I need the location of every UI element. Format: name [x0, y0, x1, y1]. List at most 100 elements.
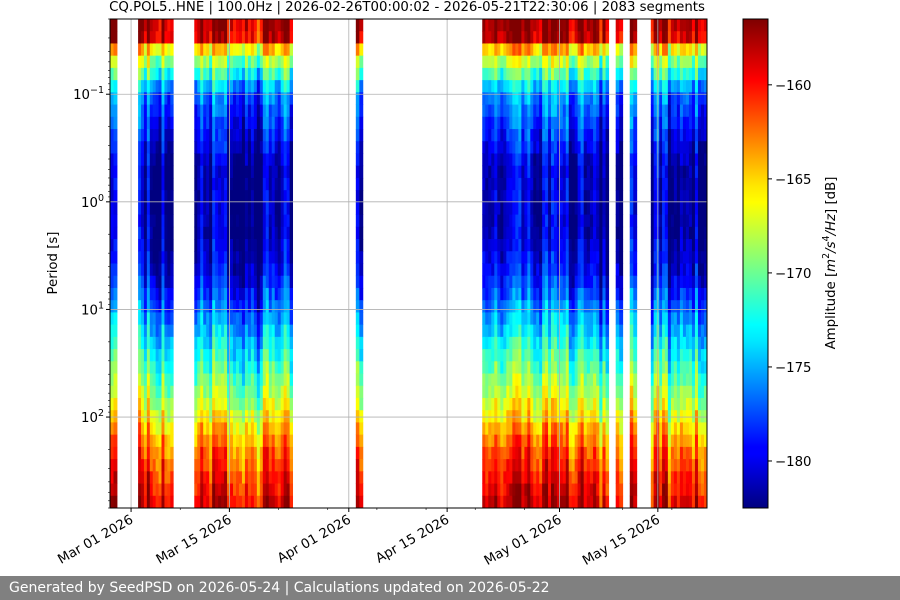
- heatmap-cell: [521, 287, 525, 301]
- heatmap-cell: [571, 67, 576, 81]
- heatmap-cell: [230, 275, 234, 289]
- heatmap-cell: [256, 349, 261, 362]
- heatmap-cell: [233, 446, 237, 460]
- heatmap-cell: [548, 239, 552, 252]
- heatmap-cell: [664, 300, 669, 313]
- heatmap-cell: [536, 422, 540, 436]
- heatmap-cell: [685, 434, 690, 448]
- heatmap-cell: [503, 104, 507, 118]
- heatmap-cell: [241, 67, 246, 81]
- heatmap-cell: [571, 324, 576, 338]
- heatmap-cell: [599, 129, 603, 142]
- heatmap-cell: [500, 385, 504, 399]
- heatmap-cell: [215, 67, 219, 81]
- heatmap-cell: [556, 239, 561, 252]
- heatmap-cell: [256, 31, 261, 44]
- heatmap-cell: [605, 410, 610, 423]
- heatmap-cell: [697, 410, 702, 423]
- heatmap-cell: [593, 349, 597, 362]
- heatmap-cell: [703, 324, 708, 338]
- heatmap-cell: [143, 434, 148, 448]
- heatmap-cell: [629, 349, 634, 362]
- heatmap-cell: [209, 287, 213, 301]
- heatmap-cell: [551, 104, 555, 118]
- heatmap-cell: [615, 129, 620, 142]
- heatmap-cell: [562, 312, 567, 326]
- heatmap-cell: [141, 177, 145, 191]
- heatmap-cell: [509, 202, 513, 215]
- heatmap-cell: [355, 434, 360, 448]
- heatmap-cell: [152, 80, 157, 93]
- heatmap-cell: [244, 43, 249, 57]
- heatmap-cell: [250, 373, 255, 387]
- heatmap-cell: [143, 251, 148, 264]
- heatmap-cell: [167, 177, 171, 191]
- heatmap-cell: [268, 80, 273, 93]
- heatmap-cell: [206, 275, 210, 289]
- heatmap-cell: [259, 165, 264, 179]
- heatmap-cell: [650, 397, 655, 411]
- heatmap-cell: [542, 153, 546, 167]
- heatmap-cell: [703, 190, 708, 203]
- heatmap-cell: [503, 483, 507, 497]
- heatmap-cell: [633, 141, 638, 154]
- heatmap-cell: [503, 226, 507, 240]
- heatmap-cell: [539, 104, 543, 118]
- heatmap-cell: [238, 312, 243, 326]
- heatmap-cell: [524, 373, 528, 387]
- heatmap-cell: [503, 324, 507, 338]
- heatmap-cell: [599, 410, 603, 423]
- heatmap-cell: [497, 92, 501, 105]
- heatmap-cell: [509, 31, 513, 44]
- heatmap-cell: [203, 202, 207, 215]
- heatmap-cell: [491, 141, 495, 154]
- heatmap-cell: [673, 300, 678, 313]
- heatmap-cell: [221, 373, 225, 387]
- heatmap-cell: [209, 214, 213, 228]
- heatmap-cell: [265, 483, 270, 497]
- heatmap-cell: [203, 397, 207, 411]
- heatmap-cell: [158, 422, 162, 436]
- heatmap-cell: [568, 190, 573, 203]
- heatmap-cell: [571, 43, 576, 57]
- heatmap-cell: [497, 153, 501, 167]
- heatmap-cell: [280, 434, 285, 448]
- heatmap-cell: [667, 385, 672, 399]
- heatmap-cell: [283, 202, 288, 215]
- heatmap-cell: [244, 31, 249, 44]
- heatmap-cell: [583, 263, 588, 277]
- heatmap-cell: [571, 251, 576, 264]
- heatmap-cell: [155, 165, 159, 179]
- heatmap-cell: [497, 19, 501, 32]
- heatmap-cell: [530, 239, 534, 252]
- heatmap-cell: [289, 287, 294, 301]
- heatmap-cell: [146, 312, 151, 326]
- heatmap-cell: [170, 104, 174, 118]
- heatmap-cell: [241, 459, 246, 472]
- heatmap-cell: [653, 361, 657, 374]
- heatmap-cell: [203, 434, 207, 448]
- heatmap-cell: [653, 422, 657, 436]
- heatmap-cell: [593, 116, 597, 130]
- heatmap-cell: [289, 153, 294, 167]
- heatmap-cell: [259, 67, 264, 81]
- heatmap-cell: [688, 214, 693, 228]
- heatmap-cell: [533, 80, 537, 93]
- heatmap-cell: [679, 397, 684, 411]
- heatmap-cell: [206, 361, 210, 374]
- heatmap-cell: [583, 202, 588, 215]
- heatmap-cell: [559, 410, 564, 423]
- heatmap-cell: [599, 31, 603, 44]
- heatmap-cell: [155, 190, 159, 203]
- heatmap-cell: [194, 324, 198, 338]
- heatmap-cell: [230, 300, 234, 313]
- heatmap-cell: [605, 422, 610, 436]
- heatmap-cell: [482, 495, 486, 509]
- heatmap-cell: [562, 165, 567, 179]
- heatmap-cell: [215, 226, 219, 240]
- heatmap-cell: [146, 80, 151, 93]
- heatmap-cell: [200, 459, 204, 472]
- heatmap-cell: [509, 495, 513, 509]
- heatmap-cell: [161, 67, 165, 81]
- heatmap-cell: [577, 300, 581, 313]
